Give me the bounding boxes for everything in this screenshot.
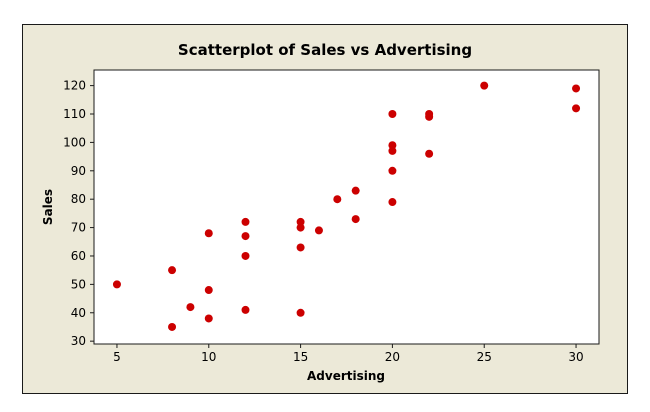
data-point — [388, 198, 397, 207]
data-point — [388, 166, 397, 175]
x-tick-label: 25 — [477, 350, 492, 364]
x-tick-label: 5 — [113, 350, 121, 364]
data-point — [112, 280, 121, 289]
plot-area — [93, 69, 600, 345]
data-point — [296, 217, 305, 226]
data-point — [241, 217, 250, 226]
y-tick-label: 60 — [71, 249, 86, 263]
data-point — [425, 149, 434, 158]
y-tick-label: 110 — [63, 107, 86, 121]
data-point — [204, 229, 213, 238]
data-point — [480, 81, 489, 90]
data-point — [204, 314, 213, 323]
y-tick-label: 40 — [71, 306, 86, 320]
y-tick-label: 120 — [63, 79, 86, 93]
y-tick-label: 50 — [71, 277, 86, 291]
data-point — [296, 243, 305, 252]
data-point — [572, 104, 581, 113]
x-tick-label: 30 — [568, 350, 583, 364]
data-point — [388, 110, 397, 119]
x-axis-label: Advertising — [307, 369, 385, 383]
data-point — [296, 308, 305, 317]
data-points — [112, 81, 581, 331]
data-point — [351, 186, 360, 195]
data-point — [296, 223, 305, 232]
data-point — [333, 195, 342, 204]
data-point — [388, 141, 397, 150]
y-tick-label: 90 — [71, 164, 86, 178]
data-point — [351, 215, 360, 224]
data-point — [241, 232, 250, 241]
data-point — [168, 322, 177, 331]
y-tick-label: 80 — [71, 192, 86, 206]
data-point — [388, 146, 397, 155]
data-point — [314, 226, 323, 235]
data-point — [425, 112, 434, 121]
y-tick-label: 30 — [71, 334, 86, 348]
data-point — [204, 286, 213, 295]
data-point — [186, 303, 195, 312]
x-tick-label: 20 — [385, 350, 400, 364]
data-point — [572, 84, 581, 93]
x-tick-label: 15 — [293, 350, 308, 364]
data-point — [241, 305, 250, 314]
y-tick-label: 100 — [63, 135, 86, 149]
y-axis-label: Sales — [41, 189, 55, 225]
x-tick-label: 10 — [201, 350, 216, 364]
x-axis: 5 10 15 20 25 30 — [113, 344, 584, 364]
y-tick-label: 70 — [71, 221, 86, 235]
chart-title: Scatterplot of Sales vs Advertising — [178, 41, 472, 59]
data-point — [168, 266, 177, 275]
y-axis: 30 40 50 60 70 80 90 100 110 120 — [63, 79, 94, 348]
data-point — [241, 251, 250, 260]
